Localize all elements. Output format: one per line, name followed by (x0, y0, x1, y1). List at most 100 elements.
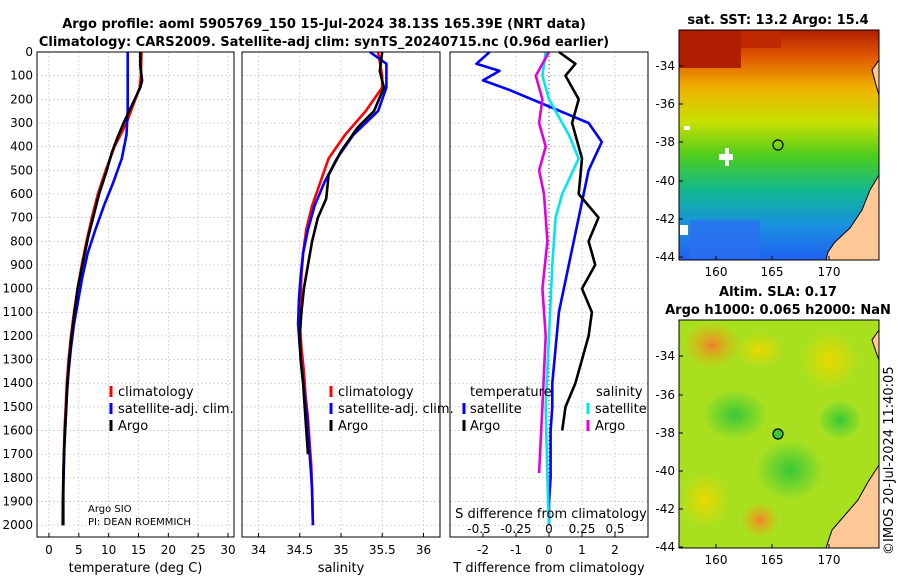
sst-white-pixel (725, 148, 729, 166)
map-lat-tick-label: -34 (655, 349, 675, 363)
legend-header-temperature: temperature (470, 385, 552, 400)
x-tick-label: 0 (45, 543, 53, 557)
sla-anomaly (703, 390, 767, 440)
sst-map (678, 29, 880, 261)
sst-map-frame (678, 29, 880, 261)
series-line-argo (61, 52, 144, 526)
x-tick-label: 36 (416, 543, 431, 557)
series-line-satellite-salinity (541, 51, 581, 526)
s-difference-tick-label: 0 (545, 522, 553, 536)
depth-tick-label: 300 (10, 116, 33, 130)
depth-tick-label: 600 (10, 187, 33, 201)
s-difference-tick-label: 0.5 (605, 522, 624, 536)
x-tick-label: 25 (191, 543, 206, 557)
depth-tick-label: 0 (25, 45, 33, 59)
s-difference-tick-label: -0.25 (500, 522, 531, 536)
s-difference-tick-label: -0.5 (467, 522, 490, 536)
axes-frame (449, 51, 649, 538)
x-axis-label: salinity (318, 561, 365, 576)
argo-float-marker (772, 428, 784, 440)
s-difference-label: S difference from climatology (455, 507, 647, 522)
depth-tick-label: 1100 (2, 305, 33, 319)
figure-title-line2: Climatology: CARS2009. Satellite-adj cli… (39, 35, 609, 50)
sst-warm-patch (741, 30, 781, 48)
sla-map (678, 319, 880, 549)
depth-tick-label: 1300 (2, 353, 33, 367)
x-tick-label: 15 (131, 543, 146, 557)
sst-map-title: sat. SST: 13.2 Argo: 15.4 (687, 13, 868, 28)
legend-label-satellite: satellite-adj. clim. (338, 402, 454, 417)
sla-anomaly (818, 400, 862, 440)
depth-tick-label: 1200 (2, 329, 33, 343)
depth-tick-label: 400 (10, 140, 33, 154)
legend-difference: temperature salinity satellite Argo sate… (462, 385, 647, 434)
x-tick-label: 34 (251, 543, 266, 557)
depth-tick-label: 500 (10, 163, 33, 177)
x-tick-label: -1 (510, 543, 522, 557)
depth-tick-label: 1000 (2, 282, 33, 296)
x-tick-label: 30 (220, 543, 235, 557)
legend-label-satellite: satellite-adj. clim. (118, 402, 234, 417)
x-tick-label: 2 (611, 543, 619, 557)
sla-map-title-1: Altim. SLA: 0.17 (719, 285, 837, 300)
legend-label-sat-sal: satellite (595, 402, 647, 417)
depth-tick-label: 700 (10, 211, 33, 225)
depth-tick-label: 100 (10, 69, 33, 83)
sla-map-title-2: Argo h1000: 0.065 h2000: NaN (665, 303, 891, 318)
sst-white-pixel (680, 225, 688, 235)
map-lat-tick-label: -36 (655, 388, 675, 402)
legend-label-argo-temp: Argo (470, 419, 500, 434)
series-line-argo (298, 51, 386, 455)
legend-label-climatology: climatology (338, 385, 414, 400)
map-lat-tick-label: -38 (655, 426, 675, 440)
sla-anomaly (682, 321, 742, 369)
imos-watermark: ©IMOS 20-Jul-2024 11:40:05 (882, 366, 897, 555)
argo-float-marker (772, 139, 784, 151)
map-lon-tick-label: 160 (705, 265, 728, 279)
legend-label-argo-sal: Argo (595, 419, 625, 434)
map-lat-tick-label: -34 (655, 59, 675, 73)
sst-warm-patch (679, 30, 741, 68)
depth-tick-label: 1600 (2, 424, 33, 438)
sla-anomaly (735, 332, 785, 368)
depth-tick-label: 1500 (2, 400, 33, 414)
x-tick-label: 34.5 (286, 543, 313, 557)
map-lat-tick-label: -44 (655, 250, 675, 264)
axes-frame (241, 51, 441, 538)
legend-label-sat-temp: satellite (470, 402, 522, 417)
map-lat-tick-label: -36 (655, 97, 675, 111)
x-tick-label: 5 (75, 543, 83, 557)
depth-tick-label: 900 (10, 258, 33, 272)
map-lat-tick-label: -42 (655, 212, 675, 226)
x-tick-label: -2 (477, 543, 489, 557)
depth-tick-label: 800 (10, 234, 33, 248)
sla-anomaly (740, 502, 780, 538)
figure-title-line1: Argo profile: aoml 5905769_150 15-Jul-20… (62, 17, 586, 32)
sla-map-ticks: 160 165 170 -34 -36 -38 -40 -42 -44 (655, 349, 840, 567)
sla-map-frame (678, 319, 880, 549)
temperature-panel: 0100200300400500600700800900100011001200… (2, 45, 235, 576)
credit-pi: PI: DEAN ROEMMICH (88, 517, 191, 528)
map-lon-tick-label: 170 (818, 553, 841, 567)
legend-label-argo: Argo (338, 419, 368, 434)
map-lat-tick-label: -40 (655, 464, 675, 478)
series-line-satellite-adj-clim- (296, 50, 388, 526)
x-tick-label: 35 (333, 543, 348, 557)
sst-cool-patch (690, 220, 760, 258)
depth-tick-label: 1900 (2, 495, 33, 509)
sst-white-pixel (684, 126, 690, 130)
map-lat-tick-label: -40 (655, 174, 675, 188)
difference-panel: -2 -1 0 1 2 T difference from climatology (449, 50, 649, 576)
sla-anomaly (800, 330, 860, 390)
legend-salinity: climatology satellite-adj. clim. Argo (329, 385, 454, 434)
map-lat-tick-label: -44 (655, 540, 675, 554)
map-lon-tick-label: 165 (761, 553, 784, 567)
axes-frame (36, 51, 235, 538)
map-lon-tick-label: 170 (818, 265, 841, 279)
depth-tick-label: 2000 (2, 518, 33, 532)
s-difference-ticks: -0.5 -0.25 0 0.25 0.5 (467, 522, 624, 536)
x-tick-label: 10 (101, 543, 116, 557)
x-axis-label: T difference from climatology (452, 561, 645, 576)
map-lon-tick-label: 165 (761, 265, 784, 279)
credit-institution: Argo SIO (88, 504, 132, 515)
